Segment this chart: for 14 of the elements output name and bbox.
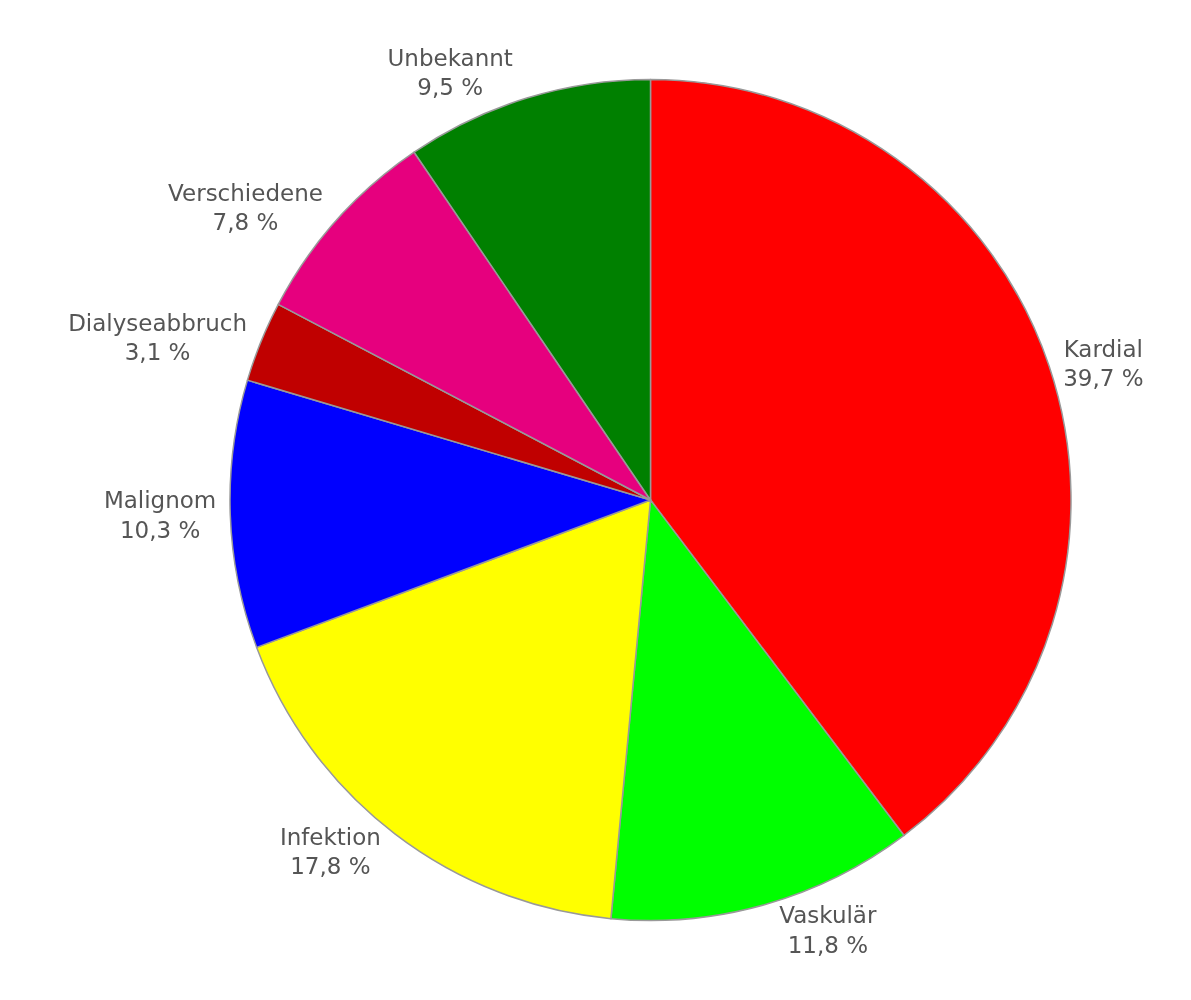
data-label: 7,8 %: [212, 209, 279, 236]
slice-label: Verschiedene: [168, 179, 323, 206]
data-label: 39,7 %: [1063, 365, 1144, 392]
data-label: 11,8 %: [787, 932, 869, 959]
slice-label: Unbekannt: [387, 44, 513, 71]
slice-label: Vaskulär: [779, 902, 877, 929]
data-label: 9,5 %: [417, 74, 484, 101]
slice-label: Infektion: [279, 823, 381, 850]
data-label: 3,1 %: [124, 339, 191, 366]
slice-label: Kardial: [1063, 335, 1143, 362]
data-label: 17,8 %: [290, 853, 371, 880]
slice-label: Dialyseabbruch: [68, 309, 248, 336]
slice-label: Malignom: [103, 486, 217, 513]
data-label: 10,3 %: [119, 516, 201, 543]
